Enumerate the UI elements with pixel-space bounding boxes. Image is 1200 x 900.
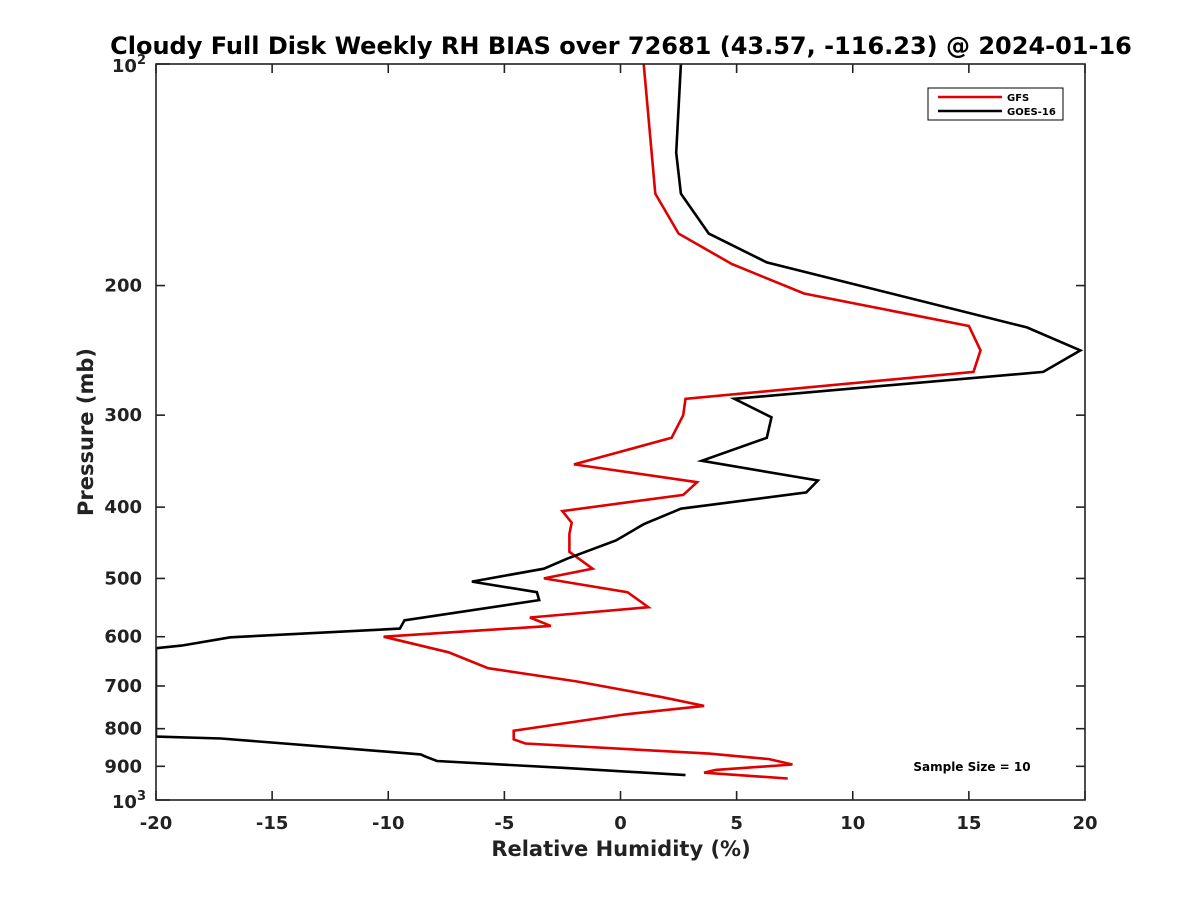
y-major-tick-label: 103 bbox=[112, 789, 146, 813]
y-axis-label: Pressure (mb) bbox=[74, 348, 98, 516]
y-tick-label: 200 bbox=[104, 276, 142, 297]
y-tick-label: 900 bbox=[104, 756, 142, 777]
legend: GFS GOES-16 bbox=[927, 87, 1064, 121]
legend-label-gfs: GFS bbox=[1007, 93, 1029, 104]
x-tick-label: -10 bbox=[372, 813, 405, 834]
x-tick-label: -5 bbox=[494, 813, 514, 834]
x-tick-label: 5 bbox=[730, 813, 743, 834]
x-tick-label: 0 bbox=[614, 813, 627, 834]
x-tick-label: -15 bbox=[256, 813, 289, 834]
x-tick-label: 10 bbox=[840, 813, 865, 834]
legend-box bbox=[927, 87, 1064, 121]
y-tick-label: 600 bbox=[104, 627, 142, 648]
sample-size-annotation: Sample Size = 10 bbox=[913, 760, 1030, 774]
chart-title: Cloudy Full Disk Weekly RH BIAS over 726… bbox=[110, 32, 1132, 60]
y-tick-label: 300 bbox=[104, 405, 142, 426]
y-tick-label: 500 bbox=[104, 568, 142, 589]
x-tick-label: 15 bbox=[956, 813, 981, 834]
y-tick-label: 700 bbox=[104, 676, 142, 697]
series-line-goes16 bbox=[156, 64, 1084, 777]
x-axis: -20 -15 -10 -5 0 5 10 15 20 bbox=[140, 64, 1098, 834]
series-layer bbox=[156, 64, 1084, 780]
y-major-tick-label: 102 bbox=[112, 53, 146, 77]
x-tick-label: 20 bbox=[1072, 813, 1097, 834]
x-tick-label: -20 bbox=[140, 813, 173, 834]
y-tick-label: 800 bbox=[104, 719, 142, 740]
y-tick-label: 400 bbox=[104, 497, 142, 518]
y-axis: 200 300 400 500 600 700 800 900 102 103 bbox=[104, 53, 1085, 813]
series-line-gfs bbox=[383, 64, 982, 780]
legend-label-goes16: GOES-16 bbox=[1007, 107, 1056, 118]
x-axis-label: Relative Humidity (%) bbox=[491, 837, 750, 861]
